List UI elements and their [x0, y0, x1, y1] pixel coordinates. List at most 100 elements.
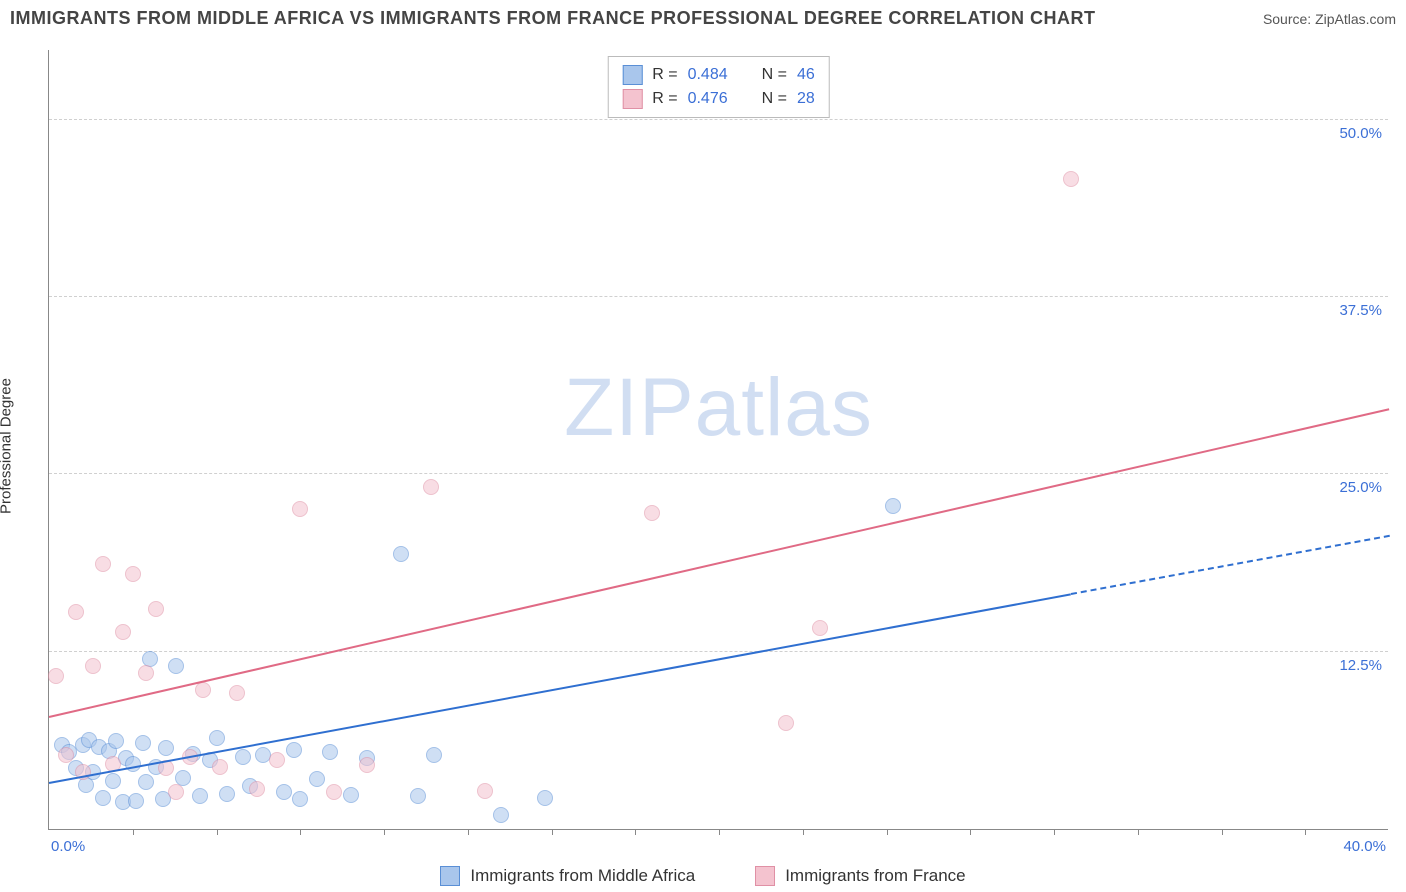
data-point	[276, 784, 292, 800]
data-point	[168, 658, 184, 674]
trend-line	[1071, 535, 1390, 595]
x-tick	[552, 829, 553, 835]
legend-swatch	[755, 866, 775, 886]
legend-label: Immigrants from Middle Africa	[470, 866, 695, 886]
x-tick	[1222, 829, 1223, 835]
data-point	[359, 757, 375, 773]
data-point	[192, 788, 208, 804]
x-tick	[468, 829, 469, 835]
legend-r-value: 0.476	[688, 90, 728, 108]
data-point	[138, 665, 154, 681]
data-point	[105, 773, 121, 789]
data-point	[115, 624, 131, 640]
data-point	[309, 771, 325, 787]
data-point	[249, 781, 265, 797]
data-point	[292, 501, 308, 517]
data-point	[219, 786, 235, 802]
data-point	[125, 566, 141, 582]
x-tick	[887, 829, 888, 835]
data-point	[269, 752, 285, 768]
data-point	[477, 783, 493, 799]
legend-row: R = 0.476 N = 28	[622, 87, 815, 111]
data-point	[410, 788, 426, 804]
data-point	[286, 742, 302, 758]
legend-n-value: 28	[797, 90, 815, 108]
y-tick-label: 37.5%	[1339, 302, 1382, 319]
series-legend: Immigrants from Middle Africa Immigrants …	[0, 866, 1406, 886]
data-point	[128, 793, 144, 809]
scatter-plot-area: ZIPatlas R = 0.484N = 46R = 0.476N = 28 …	[48, 50, 1388, 830]
legend-n-value: 46	[797, 66, 815, 84]
x-tick	[300, 829, 301, 835]
correlation-legend: R = 0.484 N = 46 R = 0.476 N = 28	[607, 56, 830, 118]
data-point	[493, 807, 509, 823]
watermark: ZIPatlas	[564, 361, 873, 455]
chart-title: IMMIGRANTS FROM MIDDLE AFRICA VS IMMIGRA…	[10, 8, 1095, 29]
gridline	[49, 119, 1388, 120]
data-point	[95, 556, 111, 572]
x-tick	[635, 829, 636, 835]
data-point	[229, 685, 245, 701]
x-tick	[970, 829, 971, 835]
x-tick	[133, 829, 134, 835]
gridline	[49, 296, 1388, 297]
data-point	[292, 791, 308, 807]
data-point	[209, 730, 225, 746]
data-point	[48, 668, 64, 684]
y-tick-label: 12.5%	[1339, 657, 1382, 674]
legend-n-label: N =	[762, 66, 787, 84]
legend-swatch	[622, 65, 642, 85]
data-point	[393, 546, 409, 562]
y-axis-label: Professional Degree	[0, 378, 15, 514]
data-point	[426, 747, 442, 763]
legend-row: R = 0.484 N = 46	[622, 63, 815, 87]
data-point	[1063, 171, 1079, 187]
data-point	[195, 682, 211, 698]
trend-line	[49, 409, 1389, 719]
x-tick-label: 0.0%	[51, 838, 85, 855]
source-attribution: Source: ZipAtlas.com	[1263, 11, 1396, 27]
x-tick	[803, 829, 804, 835]
data-point	[343, 787, 359, 803]
data-point	[135, 735, 151, 751]
legend-item: Immigrants from France	[755, 866, 965, 886]
data-point	[148, 601, 164, 617]
y-tick-label: 25.0%	[1339, 479, 1382, 496]
data-point	[423, 479, 439, 495]
data-point	[158, 740, 174, 756]
data-point	[812, 620, 828, 636]
data-point	[322, 744, 338, 760]
x-tick	[1138, 829, 1139, 835]
legend-n-label: N =	[762, 90, 787, 108]
legend-r-value: 0.484	[688, 66, 728, 84]
legend-r-label: R =	[652, 66, 677, 84]
x-tick-label: 40.0%	[1343, 838, 1386, 855]
gridline	[49, 473, 1388, 474]
data-point	[108, 733, 124, 749]
data-point	[885, 498, 901, 514]
x-tick	[384, 829, 385, 835]
data-point	[95, 790, 111, 806]
data-point	[644, 505, 660, 521]
data-point	[68, 604, 84, 620]
data-point	[537, 790, 553, 806]
x-tick	[1054, 829, 1055, 835]
data-point	[58, 747, 74, 763]
y-tick-label: 50.0%	[1339, 125, 1382, 142]
data-point	[212, 759, 228, 775]
legend-item: Immigrants from Middle Africa	[440, 866, 695, 886]
legend-swatch	[622, 89, 642, 109]
data-point	[778, 715, 794, 731]
data-point	[138, 774, 154, 790]
legend-label: Immigrants from France	[785, 866, 965, 886]
data-point	[326, 784, 342, 800]
x-tick	[217, 829, 218, 835]
gridline	[49, 651, 1388, 652]
legend-r-label: R =	[652, 90, 677, 108]
data-point	[168, 784, 184, 800]
legend-swatch	[440, 866, 460, 886]
x-tick	[1305, 829, 1306, 835]
x-tick	[719, 829, 720, 835]
data-point	[235, 749, 251, 765]
data-point	[85, 658, 101, 674]
